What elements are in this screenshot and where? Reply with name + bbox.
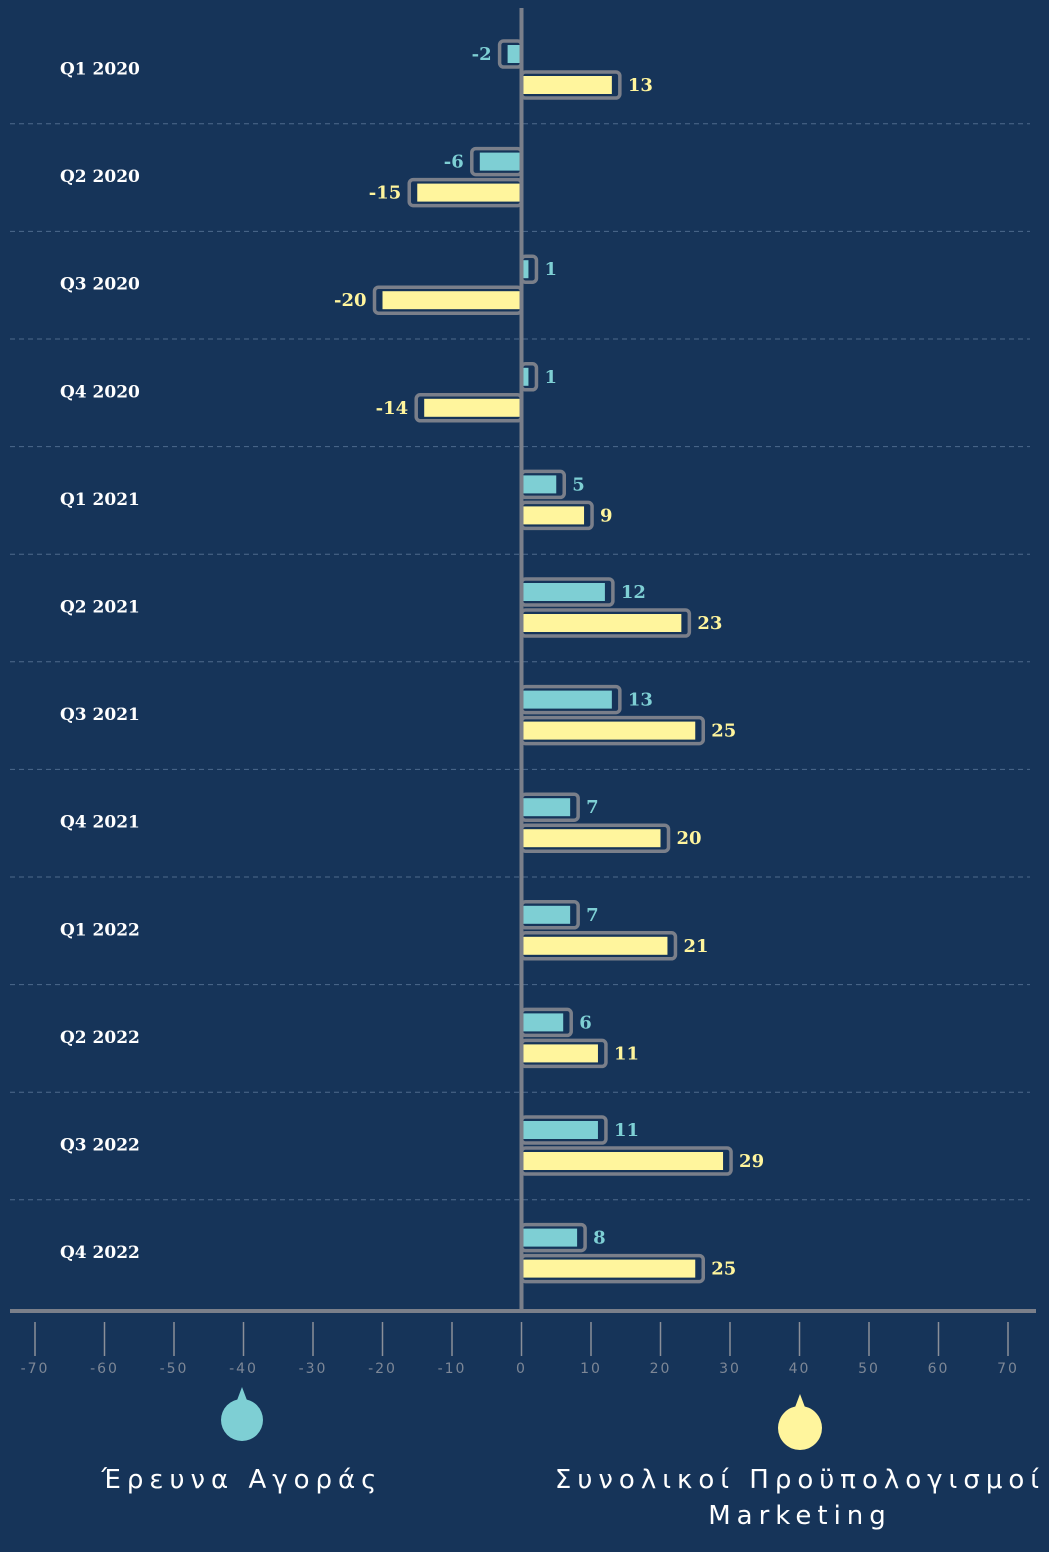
legend-marker: [794, 1394, 806, 1410]
bar: [382, 291, 522, 310]
bar: [521, 721, 696, 740]
data-label: 21: [683, 936, 708, 957]
bar: [479, 152, 522, 171]
bar: [521, 614, 682, 632]
bar: [521, 1044, 598, 1063]
data-label: 13: [628, 690, 653, 711]
bar: [521, 1228, 578, 1247]
y-tick-label: Q2 2020: [60, 167, 140, 187]
x-tick-label: -20: [368, 1361, 397, 1377]
bar: [521, 76, 612, 94]
data-label: 6: [579, 1012, 592, 1033]
x-tick-label: -50: [160, 1361, 189, 1377]
bar: [521, 506, 585, 525]
data-label: 20: [677, 828, 702, 849]
data-label: -15: [369, 183, 402, 204]
y-tick-label: Q4 2020: [60, 382, 140, 402]
y-tick-label: Q2 2021: [60, 598, 140, 618]
bar: [424, 398, 522, 417]
bar: [521, 1152, 724, 1170]
bar: [521, 1013, 564, 1032]
x-tick-label: 30: [719, 1361, 741, 1377]
data-label: 12: [621, 582, 646, 603]
y-tick-label: Q4 2022: [60, 1243, 140, 1263]
data-label: -6: [444, 152, 464, 173]
data-label: 5: [572, 474, 585, 495]
x-tick-label: 10: [580, 1361, 602, 1377]
x-tick-label: -40: [229, 1361, 258, 1377]
legend-label: Έρευνα Αγοράς: [101, 1465, 383, 1495]
data-label: -2: [472, 44, 492, 65]
bar: [521, 829, 661, 848]
data-label: 25: [711, 1259, 736, 1280]
bar: [521, 260, 529, 279]
data-label: 29: [739, 1151, 764, 1172]
x-tick-label: 40: [789, 1361, 811, 1377]
bar: [521, 905, 571, 924]
data-label: -14: [376, 398, 409, 419]
bar: [521, 1259, 696, 1278]
y-tick-label: Q3 2022: [60, 1136, 140, 1156]
x-tick-label: 0: [516, 1361, 527, 1377]
legend-marker: [236, 1387, 248, 1403]
bar: [521, 367, 529, 386]
data-label: 9: [600, 505, 613, 526]
y-tick-label: Q1 2020: [60, 60, 140, 80]
x-tick-label: -60: [90, 1361, 119, 1377]
y-tick-label: Q2 2022: [60, 1028, 140, 1048]
bar: [521, 583, 605, 601]
x-tick-label: 20: [650, 1361, 672, 1377]
y-tick-label: Q1 2022: [60, 920, 140, 940]
data-label: 7: [586, 797, 599, 818]
y-tick-label: Q1 2021: [60, 490, 140, 510]
data-label: -20: [334, 290, 367, 311]
data-label: 1: [544, 367, 557, 388]
bar: [521, 936, 668, 955]
bar: [521, 1121, 598, 1139]
data-label: 13: [628, 75, 653, 96]
y-tick-label: Q3 2021: [60, 705, 140, 725]
data-label: 1: [544, 259, 557, 280]
bar: [417, 183, 522, 202]
legend-label: Συνολικοί Προϋπολογισμοί Marketing: [554, 1465, 1046, 1531]
y-tick-label: Q3 2020: [60, 275, 140, 295]
bar: [521, 475, 557, 494]
x-tick-label: -70: [21, 1361, 50, 1377]
x-tick-label: 60: [928, 1361, 950, 1377]
x-tick-label: -30: [299, 1361, 328, 1377]
bar: [521, 690, 612, 709]
legend-marker: [778, 1406, 822, 1450]
x-tick-label: -10: [438, 1361, 467, 1377]
bar: [507, 45, 522, 63]
data-label: 23: [697, 613, 722, 634]
legend-marker: [221, 1399, 263, 1441]
data-label: 7: [586, 905, 599, 926]
y-tick-label: Q4 2021: [60, 813, 140, 833]
data-label: 8: [593, 1228, 606, 1249]
data-label: 11: [614, 1043, 639, 1064]
bar: [521, 798, 571, 817]
x-tick-label: 70: [997, 1361, 1019, 1377]
x-tick-label: 50: [858, 1361, 880, 1377]
data-label: 11: [614, 1120, 639, 1141]
data-label: 25: [711, 721, 736, 742]
